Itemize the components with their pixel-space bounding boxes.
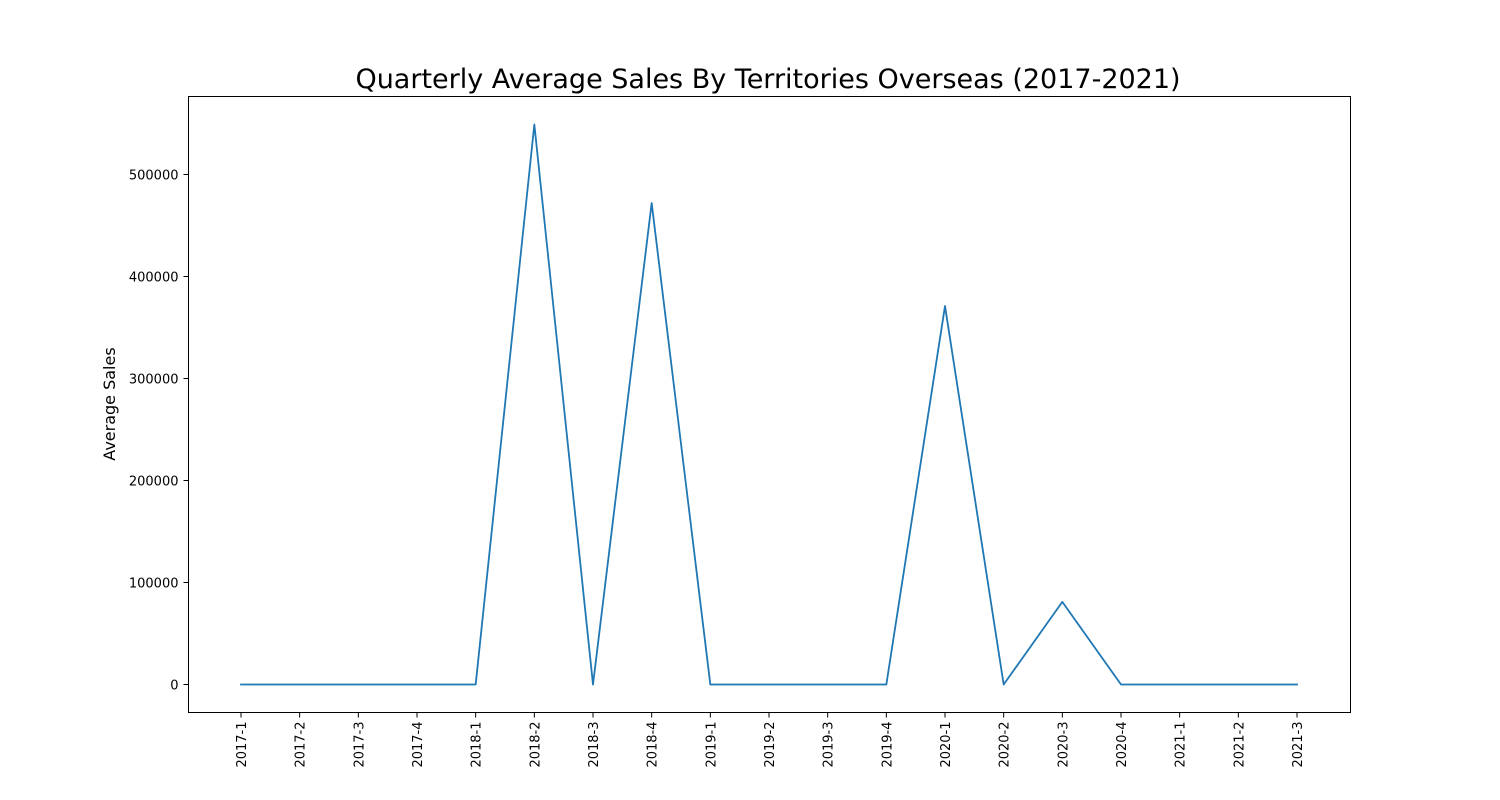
x-tick-label: 2017-2 bbox=[294, 722, 309, 768]
y-tick-label: 100000 bbox=[129, 576, 179, 591]
x-tick-label: 2019-1 bbox=[704, 722, 719, 768]
series-lines bbox=[240, 123, 1298, 686]
x-tick-label: 2020-4 bbox=[1115, 722, 1130, 768]
x-tick-label: 2018-4 bbox=[646, 722, 661, 768]
y-tick-label: 300000 bbox=[129, 372, 179, 387]
axis-ticks: 0 100000 200000 300000 400000 500000 2017-1 201… bbox=[129, 168, 1306, 767]
x-tick-label: 2017-4 bbox=[411, 722, 426, 768]
x-tick-label: 2018-2 bbox=[528, 722, 543, 768]
x-tick-label: 2018-3 bbox=[587, 722, 602, 768]
x-tick-label: 2020-2 bbox=[998, 722, 1013, 768]
x-tick-label: 2017-3 bbox=[352, 722, 367, 768]
x-tick-label: 2019-2 bbox=[763, 722, 778, 768]
x-tick-label: 2019-4 bbox=[880, 722, 895, 768]
chart-title: Quarterly Average Sales By Territories O… bbox=[355, 64, 1180, 95]
x-tick-label: 2021-3 bbox=[1291, 722, 1306, 768]
y-tick-label: 0 bbox=[170, 679, 178, 694]
x-tick-label: 2018-1 bbox=[470, 722, 485, 768]
y-axis-label: Average Sales bbox=[100, 347, 119, 460]
x-tick-label: 2021-2 bbox=[1232, 722, 1247, 768]
x-tick-label: 2017-1 bbox=[235, 722, 250, 768]
y-tick-label: 400000 bbox=[129, 270, 179, 285]
x-tick-label: 2019-3 bbox=[822, 722, 837, 768]
y-tick-label: 500000 bbox=[129, 168, 179, 183]
y-tick-label: 200000 bbox=[129, 474, 179, 489]
plot-area-frame bbox=[188, 96, 1351, 713]
x-tick-label: 2020-3 bbox=[1056, 722, 1071, 768]
x-tick-label: 2020-1 bbox=[939, 722, 954, 768]
x-tick-label: 2021-1 bbox=[1174, 722, 1189, 768]
